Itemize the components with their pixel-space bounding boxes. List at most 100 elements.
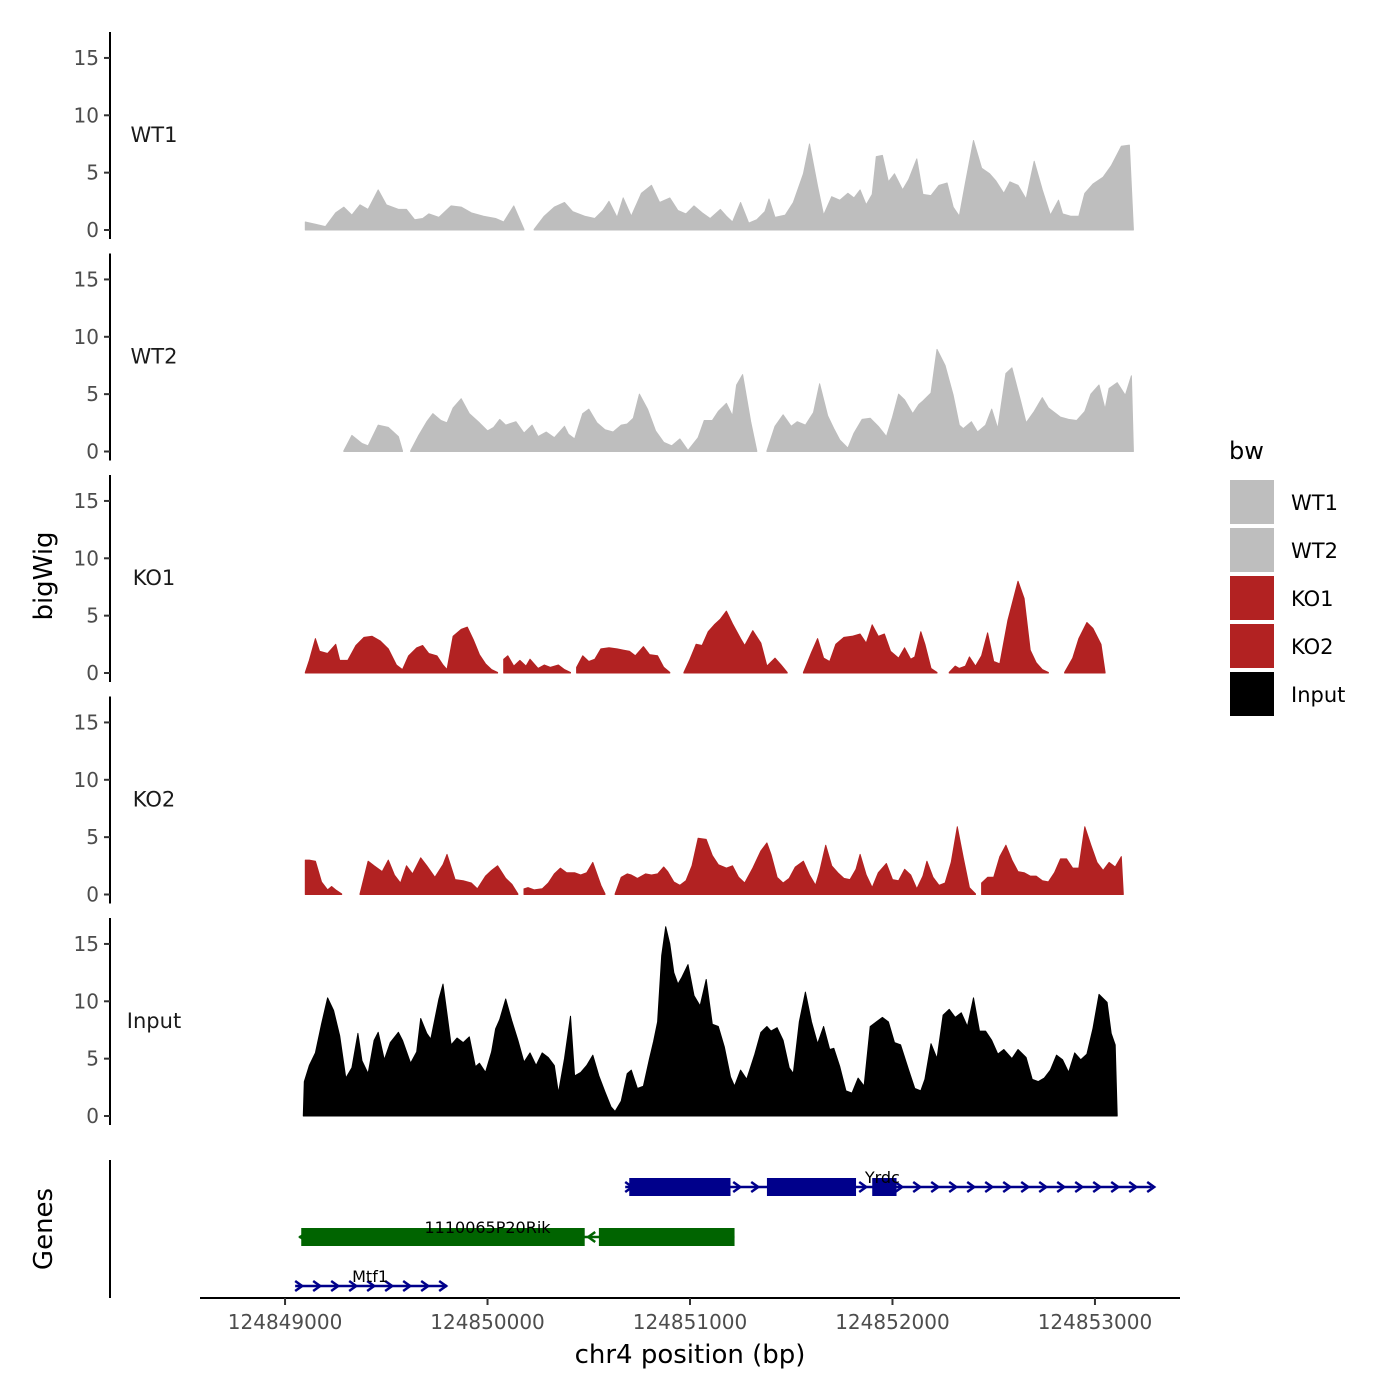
coverage-area-ko1 [802,624,938,674]
strand-arrow-icon [312,1279,323,1293]
legend-label-ko1: KO1 [1291,587,1334,611]
strand-arrow-icon [912,1180,923,1194]
strand-arrow-icon [1110,1180,1121,1194]
exon-block [766,1178,857,1196]
y-tick-label: 15 [74,932,99,956]
track-wt2: 0 5 10 15 WT2 [74,253,1134,464]
x-axis: 124849000 124850000 124851000 124852000 1248… [200,1297,1180,1334]
y-tick-label: 0 [86,661,99,685]
y-tick-label: 0 [86,218,99,242]
strand-arrow-icon [366,1279,377,1293]
genes-axis-title: Genes [29,1188,59,1270]
track-ko1: 0 5 10 15 KO1 [74,475,1106,685]
strand-arrow-icon [294,1279,305,1293]
exon-block [872,1178,897,1196]
y-tick-label: 10 [74,103,99,127]
coverage-area-ko1 [304,626,499,674]
coverage-area-ko2 [359,853,519,895]
track-label-ko1: KO1 [133,566,176,590]
y-tick-label: 10 [74,768,99,792]
coverage-area-ko1 [576,646,671,674]
y-tick-label: 5 [86,161,99,185]
y-tick-label: 5 [86,825,99,849]
coverage-area-wt2 [343,424,403,452]
x-tick-label: 124853000 [1038,1310,1153,1334]
legend-label-wt1: WT1 [1291,491,1338,515]
track-ko2: 0 5 10 15 KO2 [74,696,1124,907]
strand-arrow-icon [1146,1180,1157,1194]
strand-arrow-icon [984,1180,995,1194]
legend: bw WT1 WT2 KO1 KO2 Input [1229,437,1345,716]
track-label-wt1: WT1 [131,123,178,147]
exon-block [629,1178,731,1196]
legend-title: bw [1229,437,1264,465]
track-label-ko2: KO2 [133,788,176,812]
strand-arrow-icon [348,1279,359,1293]
x-axis-title: chr4 position (bp) [575,1340,806,1370]
coverage-area-wt2 [766,348,1134,452]
y-tick-label: 15 [74,267,99,291]
gene-yrdc: Yrdc [624,1168,1157,1196]
coverage-area-ko1 [683,610,788,674]
strand-arrow-icon [1092,1180,1103,1194]
coverage-area-ko1 [1064,622,1106,674]
strand-arrow-icon [894,1180,905,1194]
track-label-wt2: WT2 [131,345,178,369]
y-tick-label: 5 [86,604,99,628]
strand-arrow-icon [1038,1180,1049,1194]
legend-swatch-ko2 [1230,624,1274,668]
legend-label-ko2: KO2 [1291,635,1334,659]
gene-1110065p20rik: 1110065P20Rik [298,1218,735,1246]
y-tick-label: 15 [74,710,99,734]
strand-arrow-icon [1056,1180,1067,1194]
track-label-input: Input [127,1009,181,1033]
strand-arrow-icon [330,1279,341,1293]
strand-arrow-icon [1074,1180,1085,1194]
x-tick-label: 124850000 [430,1310,545,1334]
legend-label-wt2: WT2 [1291,539,1338,563]
coverage-area-ko1 [948,580,1049,674]
y-tick-label: 15 [74,46,99,70]
strand-arrow-icon [384,1279,395,1293]
x-tick-label: 124849000 [228,1310,343,1334]
y-tick-label: 15 [74,489,99,513]
gene-label: Mtf1 [352,1267,388,1286]
strand-arrow-icon [1020,1180,1031,1194]
track-input: 0 5 10 15 Input [74,918,1118,1128]
exon-block [598,1228,735,1246]
coverage-area-ko1 [503,655,571,674]
track-wt1: 0 5 10 15 WT1 [74,32,1134,242]
strand-arrow-icon [930,1180,941,1194]
strand-arrow-icon [438,1279,449,1293]
y-tick-label: 10 [74,546,99,570]
legend-swatch-wt2 [1230,528,1274,572]
strand-arrow-icon [966,1180,977,1194]
strand-arrow-icon [750,1180,761,1194]
strand-arrow-icon [402,1279,413,1293]
strand-arrow-icon [586,1230,596,1244]
legend-swatch-input [1230,672,1274,716]
legend-swatch-ko1 [1230,576,1274,620]
coverage-area-wt1 [533,140,1134,231]
y-tick-label: 0 [86,883,99,907]
coverage-area-wt1 [304,189,525,231]
y-tick-label: 0 [86,440,99,464]
strand-arrow-icon [420,1279,431,1293]
strand-arrow-icon [732,1180,743,1194]
x-tick-label: 124851000 [633,1310,748,1334]
strand-arrow-icon [858,1180,869,1194]
track-panels: 0 5 10 15 WT1 0 5 10 15 WT2 0 5 10 15 KO1 0 5 10 15 KO2 0 5 10… [74,32,1134,1128]
strand-arrow-icon [1002,1180,1013,1194]
coverage-area-ko2 [523,861,606,895]
gene-label: Yrdc [864,1168,900,1187]
coverage-area-ko2 [614,826,976,895]
coverage-area-ko2 [981,826,1124,895]
legend-label-input: Input [1291,683,1345,707]
y-tick-label: 5 [86,382,99,406]
coverage-area-input [302,926,1118,1117]
exon-block [301,1228,585,1246]
strand-arrow-icon [948,1180,959,1194]
coverage-area-wt2 [410,374,758,452]
legend-swatch-wt1 [1230,480,1274,524]
